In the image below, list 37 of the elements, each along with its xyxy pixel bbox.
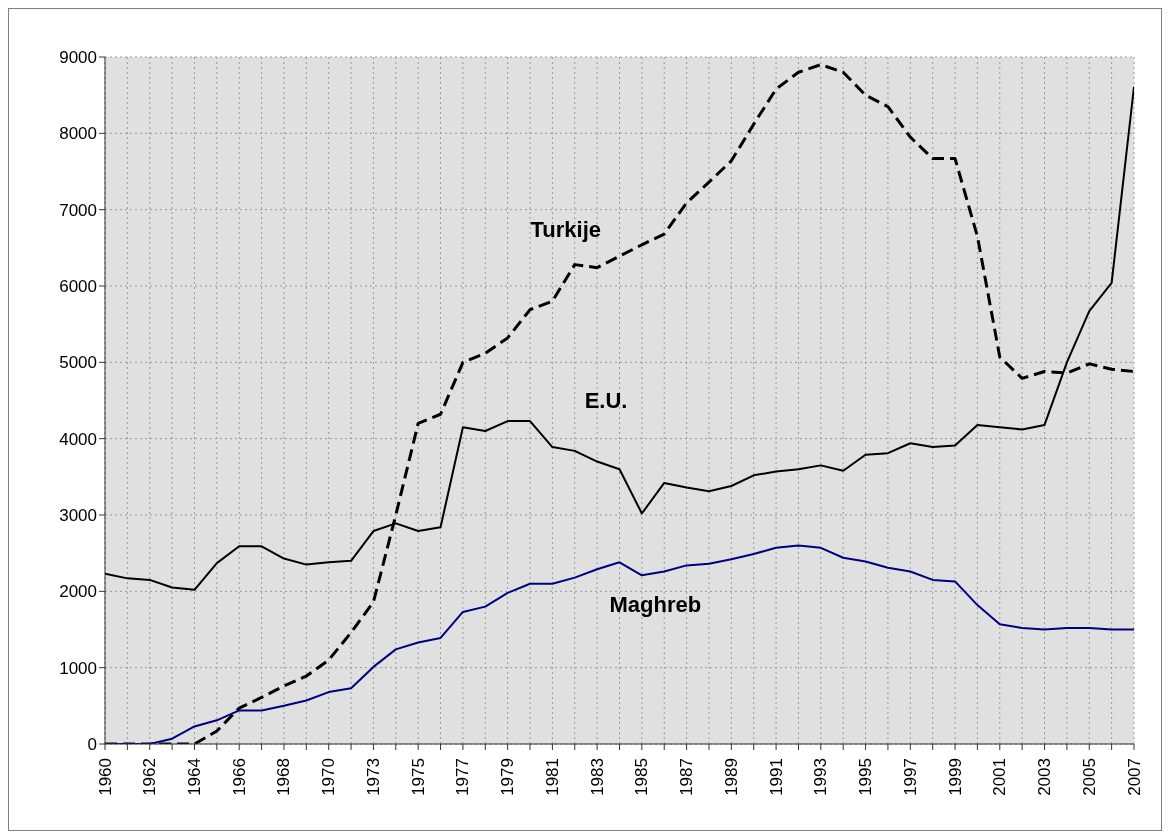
x-tick-label: 2003 <box>1035 758 1055 796</box>
x-tick-label: 1962 <box>140 758 160 796</box>
series-label: Maghreb <box>609 592 702 618</box>
y-tick-label: 7000 <box>59 200 97 220</box>
y-tick-label: 1000 <box>59 658 97 678</box>
y-tick-label: 5000 <box>59 353 97 373</box>
x-tick-label: 1985 <box>632 758 652 796</box>
y-tick-label: 3000 <box>59 506 97 526</box>
y-tick-label: 9000 <box>59 48 97 68</box>
x-tick-label: 1997 <box>900 758 920 796</box>
y-tick-label: 2000 <box>59 582 97 602</box>
x-tick-label: 1964 <box>184 758 204 796</box>
x-tick-label: 1973 <box>363 758 383 796</box>
y-tick-label: 8000 <box>59 124 97 144</box>
x-tick-label: 1977 <box>453 758 473 796</box>
x-tick-label: 1983 <box>587 758 607 796</box>
y-tick-label: 6000 <box>59 277 97 297</box>
x-tick-label: 1981 <box>542 758 562 796</box>
x-tick-label: 1960 <box>95 758 115 796</box>
x-tick-label: 1968 <box>274 758 294 796</box>
x-tick-label: 2005 <box>1079 758 1099 796</box>
x-tick-label: 2001 <box>990 758 1010 796</box>
x-tick-label: 1991 <box>766 758 786 796</box>
x-tick-label: 1966 <box>229 758 249 796</box>
y-tick-label: 4000 <box>59 429 97 449</box>
series-label: E.U. <box>584 388 628 414</box>
x-tick-label: 1989 <box>721 758 741 796</box>
x-tick-label: 1970 <box>319 758 339 796</box>
x-tick-label: 1975 <box>408 758 428 796</box>
x-tick-label: 1979 <box>498 758 518 796</box>
y-tick-label: 0 <box>87 735 97 755</box>
x-tick-label: 1993 <box>811 758 831 796</box>
x-tick-label: 2007 <box>1124 758 1144 796</box>
series-label: Turkije <box>530 216 602 242</box>
x-tick-label: 1995 <box>856 758 876 796</box>
x-tick-label: 1999 <box>945 758 965 796</box>
x-tick-label: 1987 <box>677 758 697 796</box>
